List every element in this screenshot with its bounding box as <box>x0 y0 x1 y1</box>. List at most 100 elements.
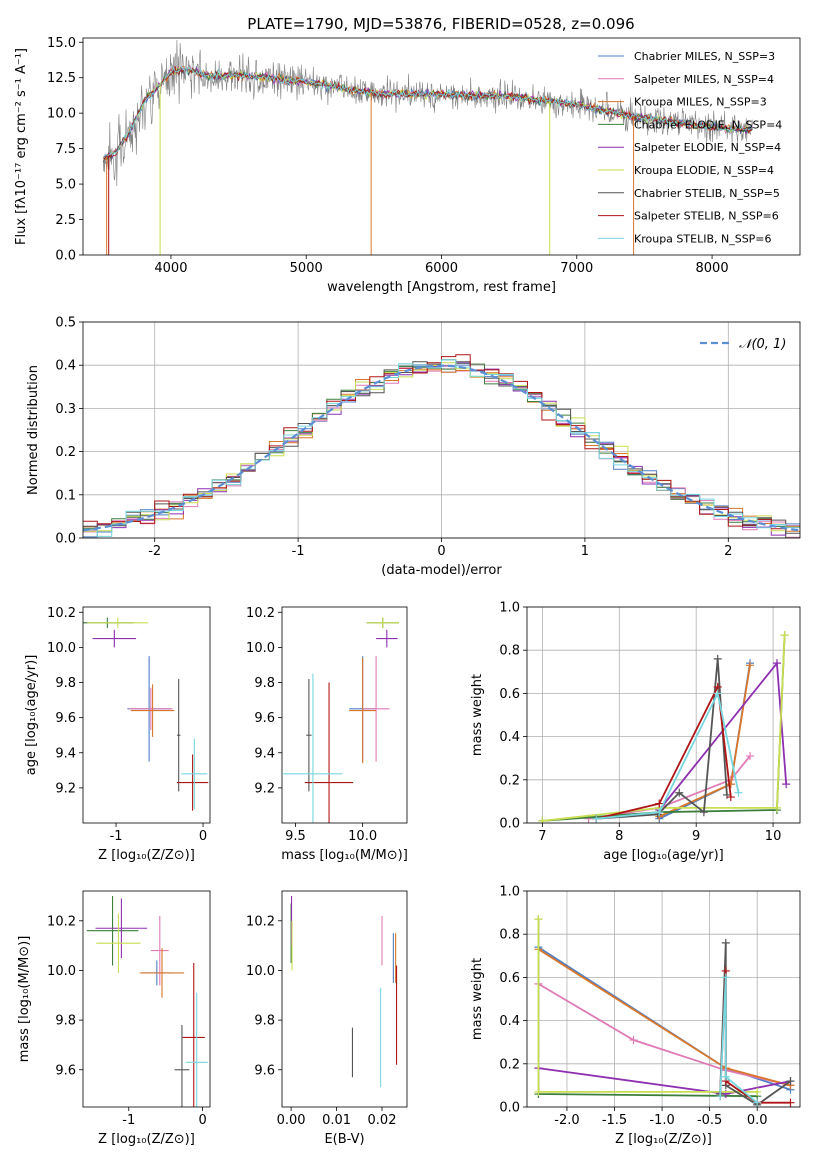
y-tick-label: 0.0 <box>55 249 76 264</box>
mass-weight-marker <box>534 1087 543 1096</box>
mass-weight-line <box>588 755 751 820</box>
axes: 7 8 9 10 0.0 0.2 0.4 0.6 0.8 1.0 age [log₁₀(age/yr… <box>470 601 801 863</box>
mass-weight-line <box>719 977 758 1104</box>
x-tick-label: -1 <box>110 829 123 844</box>
y-tick-label: 9.4 <box>254 746 275 761</box>
chart-mass-vs-EBV: 0.00 0.01 0.02 9.6 9.8 10.0 10.2 E(B-V) <box>246 890 408 1147</box>
legend-label: Kroupa STELIB, N_SSP=6 <box>634 232 772 245</box>
mass-weight-marker <box>780 631 789 640</box>
y-tick-label: 9.2 <box>254 781 275 796</box>
x-tick-label: 0.02 <box>368 1113 397 1128</box>
x-tick-label: 7 <box>538 829 546 844</box>
y-tick-label: 10.2 <box>47 606 76 621</box>
legend-label: Chabrier ELODIE, N_SSP=4 <box>634 118 782 131</box>
y-tick-label: 9.6 <box>55 1063 76 1078</box>
mass-weight-line <box>537 948 791 1087</box>
mass-weight-line <box>542 635 786 822</box>
y-tick-label: 10.2 <box>246 606 275 621</box>
y-tick-label: 9.8 <box>55 676 76 691</box>
x-tick-label: 5000 <box>290 261 323 276</box>
chart-age-vs-mass: 9.5 10.0 9.2 9.4 9.6 9.8 10.0 10.2 mass [log₁₀(M… <box>246 606 408 863</box>
x-tick-label: 1 <box>581 544 589 559</box>
mass-weight-line <box>595 683 732 820</box>
legend: Chabrier MILES, N_SSP=3 Salpeter MILES, N… <box>598 50 782 245</box>
x-tick-label: -1.5 <box>602 1113 627 1128</box>
y-tick-label: 9.8 <box>254 676 275 691</box>
x-tick-label: -0.5 <box>697 1113 722 1128</box>
chart-weight-vs-Z: -2.0 -1.5 -1.0 -0.5 0.0 0.0 0.2 0.4 0.6 0.8 1.0 Z [… <box>470 885 801 1147</box>
grid <box>527 606 800 824</box>
y-tick-label: 0.4 <box>499 730 520 745</box>
y-tick-label: 2.5 <box>55 213 76 228</box>
chart-weight-vs-age: 7 8 9 10 0.0 0.2 0.4 0.6 0.8 1.0 age [log₁₀(age/yr… <box>470 601 801 863</box>
plot-area <box>534 915 795 1107</box>
mass-weight-marker <box>786 1098 795 1107</box>
x-tick-label: 0 <box>199 829 207 844</box>
y-tick-label: 9.6 <box>254 711 275 726</box>
x-tick-label: 10 <box>765 829 782 844</box>
mass-weight-marker <box>655 799 664 808</box>
y-tick-label: 1.0 <box>499 885 520 900</box>
x-axis-label: age [log₁₀(age/yr)] <box>603 848 724 863</box>
axes: -1 0 9.6 9.8 10.0 10.2 Z [log₁₀(Z/Z⊙)] mass [lo… <box>17 890 211 1147</box>
legend-label: 𝒩(0, 1) <box>739 337 786 352</box>
y-tick-label: 7.5 <box>55 142 76 157</box>
y-tick-label: 9.2 <box>55 781 76 796</box>
x-axis-label: wavelength [Angstrom, rest frame] <box>327 280 556 295</box>
plot-area <box>83 354 800 538</box>
axes-frame <box>82 890 211 1108</box>
chart-mass-vs-Z: -1 0 9.6 9.8 10.0 10.2 Z [log₁₀(Z/Z⊙)] mass [lo… <box>17 890 211 1147</box>
y-tick-label: 0.1 <box>55 488 76 503</box>
y-tick-label: 0.5 <box>55 316 76 331</box>
mass-weight-marker <box>721 973 730 982</box>
y-axis-label: mass weight <box>470 958 485 1040</box>
mass-weight-marker <box>782 780 791 789</box>
y-axis-label: mass weight <box>470 674 485 756</box>
plot-area <box>538 631 791 823</box>
x-tick-label: -1 <box>122 1113 135 1128</box>
chart-residuals: -2 -1 0 1 2 0.0 0.1 0.2 0.3 0.4 0.5 (data-model)/er… <box>26 316 801 578</box>
mass-weight-marker <box>753 1098 762 1107</box>
axes-frame <box>281 890 408 1108</box>
axes-frame <box>82 606 211 824</box>
y-axis-label: Normed distribution <box>26 365 41 495</box>
model-spectrum <box>103 66 754 157</box>
mass-weight-marker <box>534 915 543 924</box>
x-tick-label: 8000 <box>696 261 729 276</box>
y-tick-label: 0.8 <box>499 928 520 943</box>
mass-weight-marker <box>746 661 755 670</box>
x-tick-label: 2 <box>724 544 732 559</box>
chart-age-vs-Z: -1 0 9.2 9.4 9.6 9.8 10.0 10.2 Z [log₁₀(Z/Z⊙)] ag… <box>24 606 211 863</box>
mass-weight-marker <box>726 780 735 789</box>
mass-weight-marker <box>713 654 722 663</box>
axes: 0.00 0.01 0.02 9.6 9.8 10.0 10.2 E(B-V) <box>246 890 408 1147</box>
x-axis-label: Z [log₁₀(Z/Z⊙)] <box>615 1132 712 1147</box>
legend-label: Salpeter ELODIE, N_SSP=4 <box>634 141 781 154</box>
x-tick-label: -1.0 <box>649 1113 674 1128</box>
y-tick-label: 9.6 <box>254 1063 275 1078</box>
figure-title: PLATE=1790, MJD=53876, FIBERID=0528, z=0… <box>247 15 634 33</box>
x-tick-label: 9 <box>692 829 700 844</box>
plot-area <box>283 617 399 823</box>
mass-weight-marker <box>699 808 708 817</box>
mass-weight-marker <box>772 803 781 812</box>
mass-weight-marker <box>721 1072 730 1081</box>
axes-frame <box>82 37 801 256</box>
y-tick-label: 0.8 <box>499 644 520 659</box>
y-tick-label: 15.0 <box>47 36 76 51</box>
y-tick-label: 9.8 <box>55 1014 76 1029</box>
mass-weight-marker <box>772 659 781 668</box>
grid <box>83 321 800 539</box>
y-tick-label: 0.0 <box>499 1101 520 1116</box>
y-tick-label: 0.2 <box>499 773 520 788</box>
x-tick-label: 0.00 <box>277 1113 306 1128</box>
y-tick-label: 10.2 <box>47 914 76 929</box>
x-axis-label: E(B-V) <box>324 1132 364 1147</box>
axes: 4000 5000 6000 7000 8000 0.0 2.5 5.0 7.5 10.0 12.5… <box>14 36 801 295</box>
y-tick-label: 0.3 <box>55 402 76 417</box>
normal-curve <box>83 364 800 532</box>
chart-spectrum: 4000 5000 6000 7000 8000 0.0 2.5 5.0 7.5 10.0 12.5… <box>14 36 801 295</box>
legend-label: Kroupa MILES, N_SSP=3 <box>634 96 767 109</box>
y-tick-label: 10.0 <box>246 964 275 979</box>
y-tick-label: 10.0 <box>246 641 275 656</box>
